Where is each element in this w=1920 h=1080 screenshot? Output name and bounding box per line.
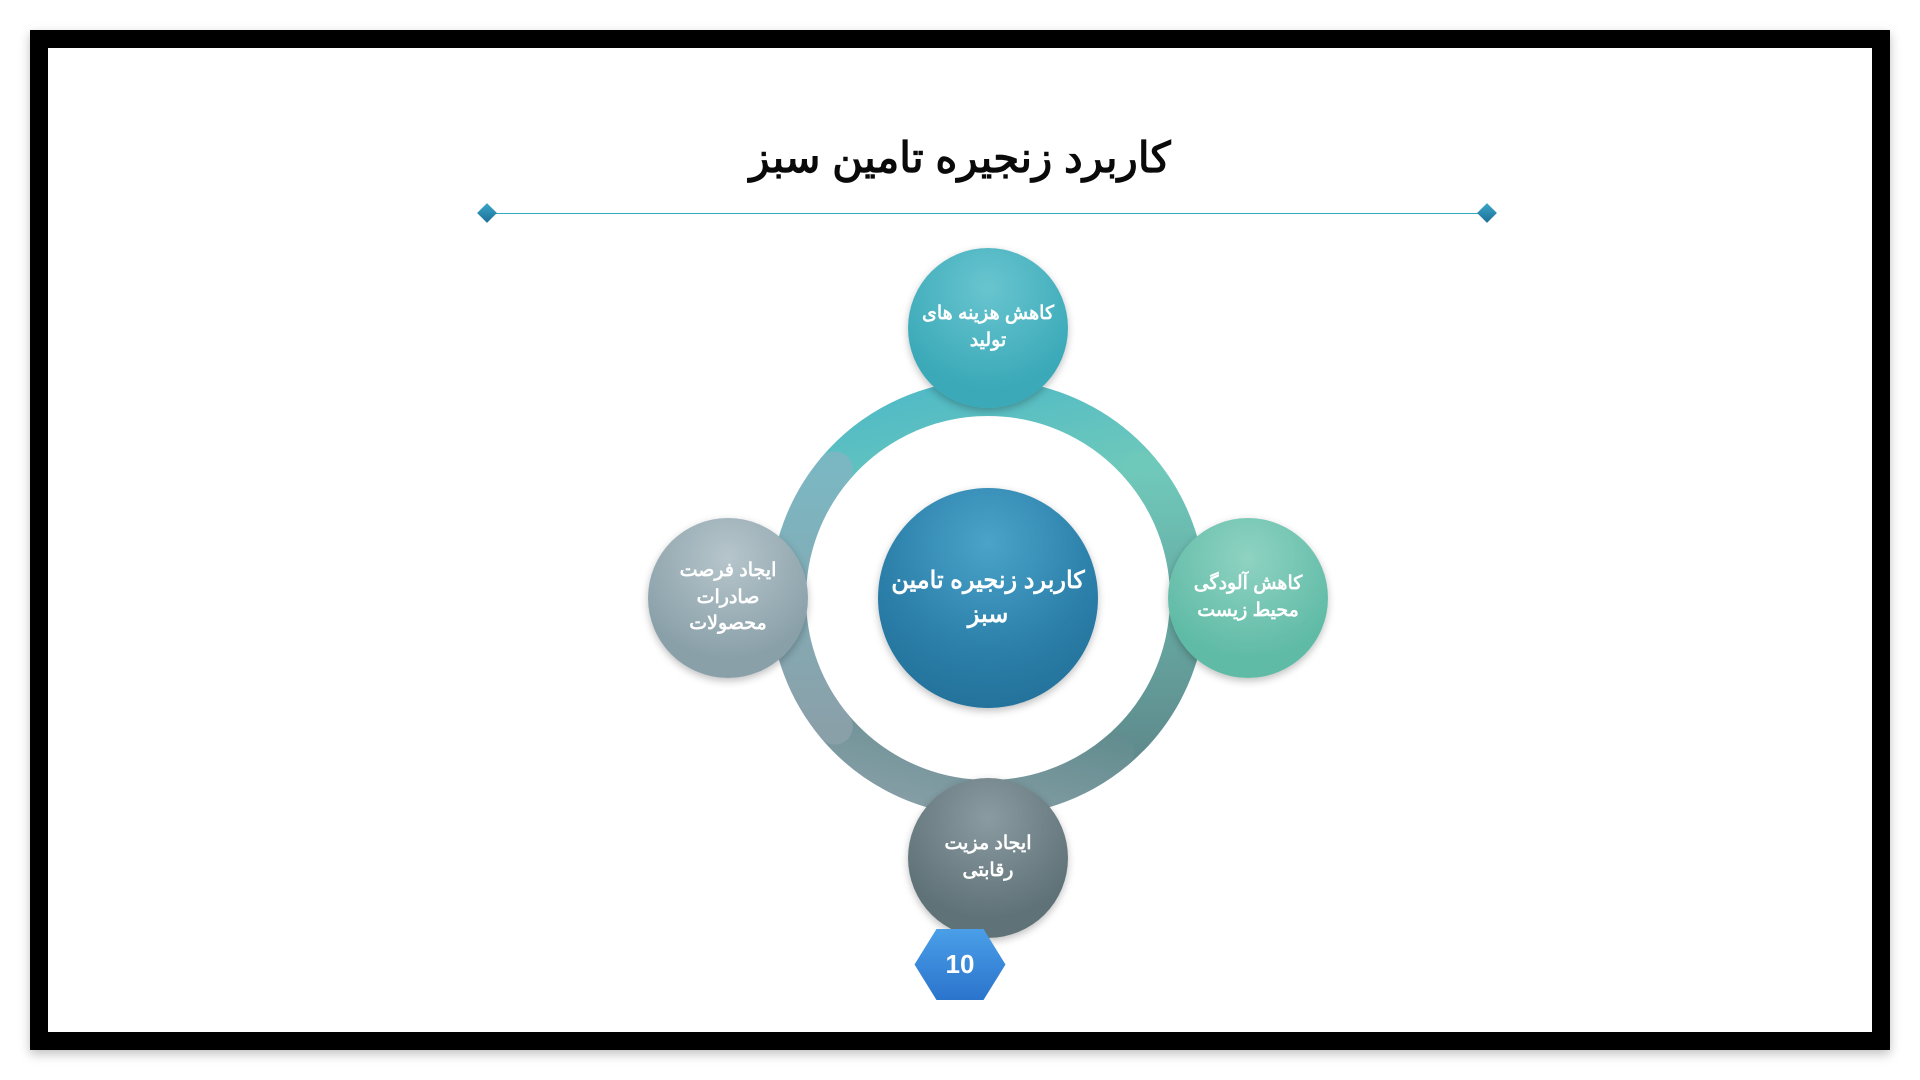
node-top: کاهش هزینه های تولید bbox=[908, 248, 1068, 408]
divider-diamond-right-icon bbox=[1477, 203, 1497, 223]
cycle-diagram: کاربرد زنجیره تامین سبز کاهش هزینه های ت… bbox=[668, 278, 1308, 918]
ring-segment bbox=[835, 398, 1141, 469]
slide-title: کاربرد زنجیره تامین سبز bbox=[48, 133, 1872, 182]
slide-frame: کاربرد زنجیره تامین سبز کار bbox=[30, 30, 1890, 1050]
node-left: ایجاد فرصت صادرات محصولات bbox=[648, 518, 808, 678]
page-number-value: 10 bbox=[946, 949, 975, 980]
divider-diamond-left-icon bbox=[477, 203, 497, 223]
node-bottom: ایجاد مزیت رقابتی bbox=[908, 778, 1068, 938]
center-node: کاربرد زنجیره تامین سبز bbox=[878, 488, 1098, 708]
node-left-label: ایجاد فرصت صادرات محصولات bbox=[648, 558, 808, 638]
node-right-label: کاهش آلودگی محیط زیست bbox=[1168, 571, 1328, 624]
title-underline bbox=[488, 213, 1488, 214]
node-top-label: کاهش هزینه های تولید bbox=[908, 301, 1068, 354]
center-node-label: کاربرد زنجیره تامین سبز bbox=[878, 564, 1098, 631]
page-number-hexagon: 10 bbox=[913, 927, 1008, 1002]
node-bottom-label: ایجاد مزیت رقابتی bbox=[908, 831, 1068, 884]
node-right: کاهش آلودگی محیط زیست bbox=[1168, 518, 1328, 678]
